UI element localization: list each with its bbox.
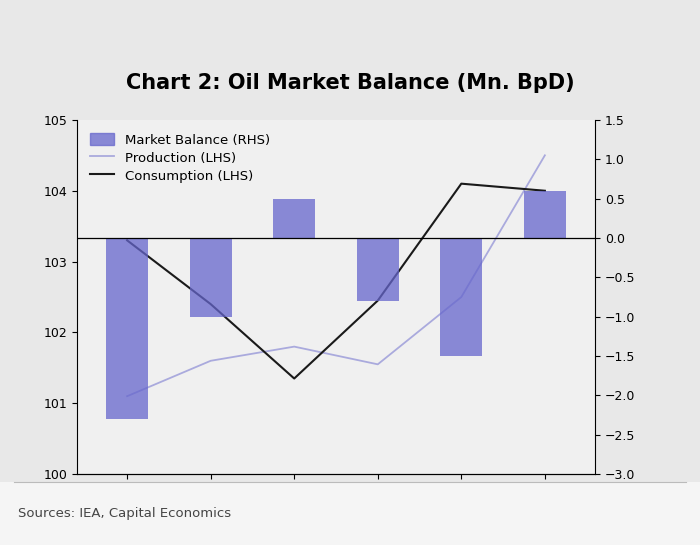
Bar	[273, 198, 315, 238]
Bar	[190, 238, 232, 317]
Bar	[106, 238, 148, 419]
Text: Chart 2: Oil Market Balance (Mn. BpD): Chart 2: Oil Market Balance (Mn. BpD)	[126, 72, 574, 93]
Text: Sources: IEA, Capital Economics: Sources: IEA, Capital Economics	[18, 507, 230, 520]
Bar	[524, 191, 566, 238]
Bar	[357, 238, 399, 301]
Legend: Market Balance (RHS), Production (LHS), Consumption (LHS): Market Balance (RHS), Production (LHS), …	[83, 126, 276, 189]
Bar	[440, 238, 482, 356]
